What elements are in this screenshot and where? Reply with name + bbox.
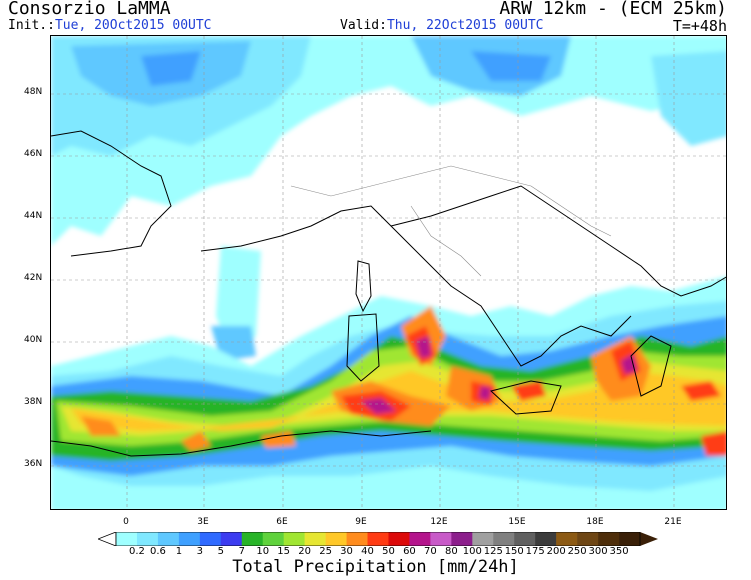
title-right: ARW 12km - (ECM 25km) <box>499 0 727 19</box>
colorbar-swatch <box>136 532 159 546</box>
colorbar-label: 0.6 <box>149 546 166 557</box>
colorbar-label: 350 <box>609 546 629 557</box>
colorbar-swatch <box>388 532 410 546</box>
colorbar-label: 150 <box>504 546 524 557</box>
colorbar-swatch <box>409 532 431 546</box>
title-left: Consorzio LaMMA <box>8 0 171 19</box>
precipitation-map <box>50 35 727 510</box>
colorbar-label: 1 <box>175 546 183 557</box>
colorbar-label: 20 <box>298 546 311 557</box>
colorbar-swatch <box>472 532 494 546</box>
colorbar-label: 175 <box>525 546 545 557</box>
colorbar-swatch <box>493 532 515 546</box>
colorbar-swatch <box>220 532 243 546</box>
colorbar-label: 15 <box>277 546 291 557</box>
lon-label: 0 <box>123 517 129 527</box>
map-canvas <box>51 36 726 509</box>
colorbar-swatch <box>116 532 138 546</box>
colorbar-swatch <box>157 532 180 546</box>
colorbar-label: 3 <box>196 546 204 557</box>
lat-label: 36N <box>24 459 43 469</box>
valid-label: Valid: <box>340 18 387 33</box>
lat-label: 48N <box>24 87 43 97</box>
colorbar-swatch <box>430 532 452 546</box>
colorbar-over-arrow <box>640 532 658 546</box>
lat-label: 46N <box>24 149 43 159</box>
graticule <box>51 36 726 509</box>
colorbar-swatch <box>325 532 347 546</box>
colorbar-label: 60 <box>403 546 416 557</box>
lat-label: 38N <box>24 397 43 407</box>
colorbar-label: 7 <box>238 546 245 557</box>
lon-label: 15E <box>508 517 526 527</box>
colorbar-label: 70 <box>424 546 437 557</box>
lon-label: 12E <box>430 517 448 527</box>
colorbar-label: 0.2 <box>129 546 145 557</box>
borders <box>290 165 612 277</box>
colorbar-swatch <box>451 532 473 546</box>
colorbar-label: 25 <box>319 546 332 557</box>
init-value: Tue, 20Oct2015 00UTC <box>54 18 212 33</box>
lon-label: 9E <box>355 517 367 527</box>
colorbar-label: 250 <box>567 546 587 557</box>
lon-label: 3E <box>197 517 209 527</box>
forecast-step: T=+48h <box>672 17 727 35</box>
colorbar-label: 200 <box>546 546 566 557</box>
colorbar-label: 30 <box>340 546 353 557</box>
valid-time: Valid:Thu, 22Oct2015 00UTC <box>340 18 544 33</box>
colorbar-label: 40 <box>361 546 374 557</box>
colorbar-swatch <box>535 532 557 546</box>
coastlines <box>51 130 726 457</box>
colorbar-label: 300 <box>588 546 608 557</box>
colorbar-swatch <box>514 532 536 546</box>
colorbar-swatch <box>346 532 368 546</box>
lon-label: 21E <box>664 517 682 527</box>
colorbar-swatch <box>367 532 389 546</box>
precip-fields <box>51 36 726 509</box>
colorbar-title: Total Precipitation [mm/24h] <box>232 557 519 577</box>
colorbar-label: 10 <box>256 546 270 557</box>
colorbar-swatch <box>178 532 201 546</box>
colorbar-swatch <box>199 532 222 546</box>
colorbar-swatch <box>262 532 284 546</box>
lat-label: 40N <box>24 335 43 345</box>
lon-label: 18E <box>586 517 604 527</box>
colorbar-label: 100 <box>462 546 482 557</box>
valid-value: Thu, 22Oct2015 00UTC <box>386 18 544 33</box>
colorbar-swatch <box>577 532 599 546</box>
colorbar-swatch <box>304 532 326 546</box>
init-label: Init.: <box>8 18 55 33</box>
colorbar-label: 80 <box>444 546 458 557</box>
colorbar-label: 5 <box>217 546 224 557</box>
colorbar-swatch <box>598 532 620 546</box>
lat-label: 44N <box>24 211 43 221</box>
colorbar-under-arrow <box>98 532 117 546</box>
colorbar-swatch <box>241 532 264 546</box>
colorbar-swatch <box>619 532 641 546</box>
init-time: Init.:Tue, 20Oct2015 00UTC <box>8 18 212 33</box>
colorbar-swatch <box>283 532 305 546</box>
colorbar <box>98 532 658 546</box>
colorbar-swatch <box>556 532 578 546</box>
lon-label: 6E <box>276 517 288 527</box>
colorbar-label: 125 <box>483 546 503 557</box>
lat-label: 42N <box>24 273 43 283</box>
colorbar-label: 50 <box>382 546 395 557</box>
